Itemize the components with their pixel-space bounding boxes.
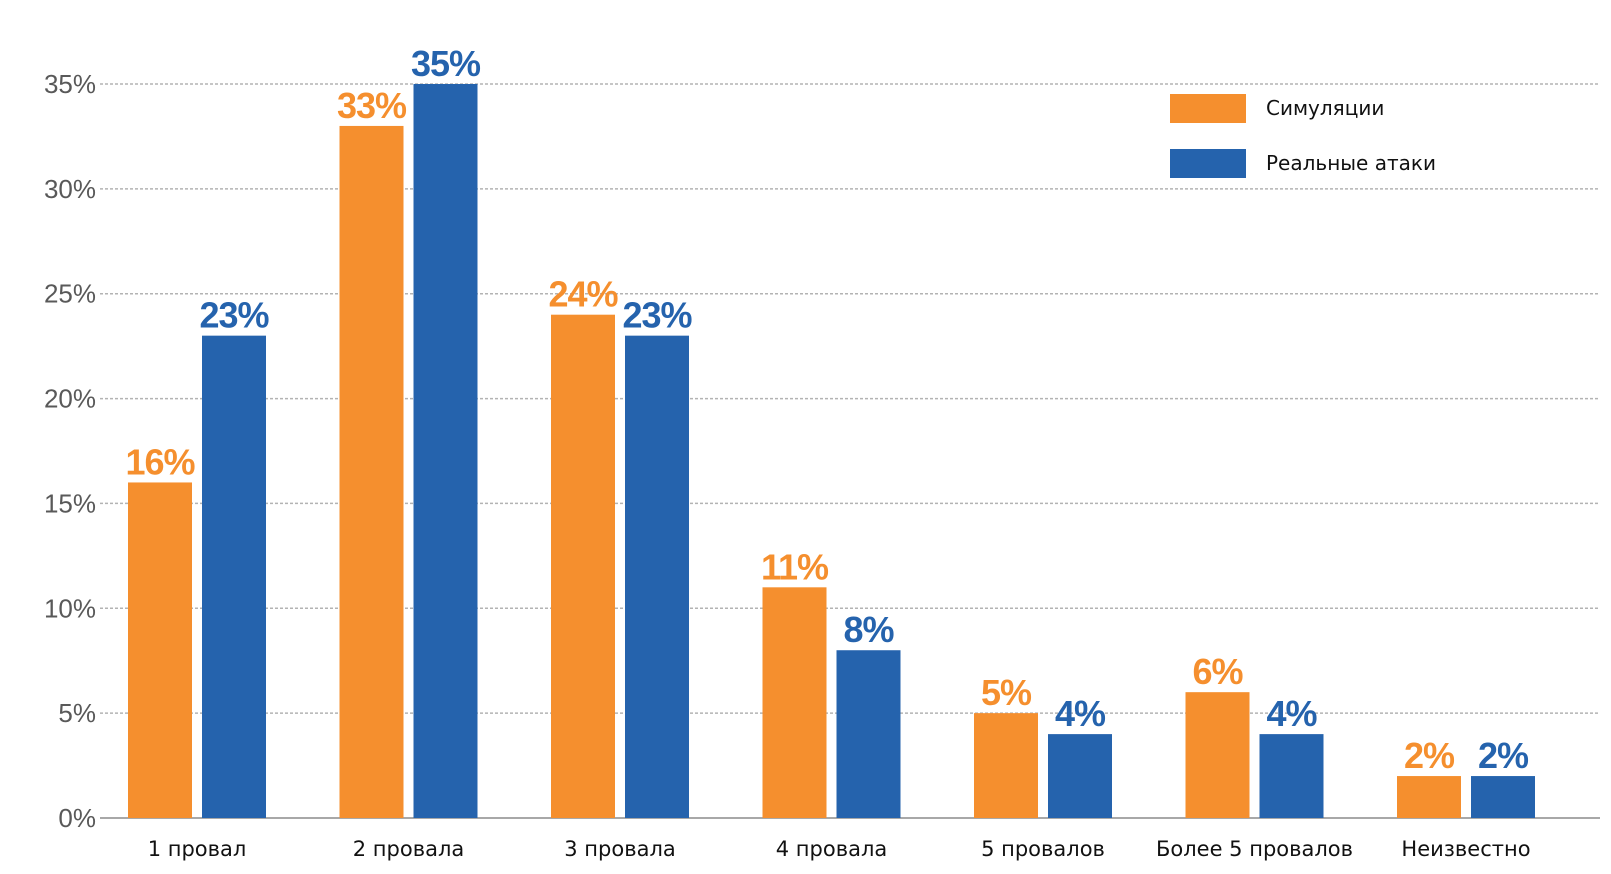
data-label: 6% (1192, 651, 1243, 692)
bar-simulations (762, 587, 827, 818)
y-tick-label: 0% (58, 803, 96, 833)
data-labels: 16% 33% 24% 11% 5% 6% 2% 23% 35% 23% 8% 4% 4% 2% (125, 43, 1530, 776)
legend-label: Реальные атаки (1266, 151, 1436, 175)
bar-real-attacks (202, 335, 266, 818)
y-tick-label: 10% (44, 593, 96, 623)
data-label: 11% (761, 546, 829, 587)
data-label: 8% (843, 609, 894, 650)
bar-simulations (1185, 692, 1250, 818)
x-tick-label: 5 провалов (981, 837, 1105, 861)
x-tick-label: Более 5 провалов (1156, 837, 1353, 861)
bars (128, 84, 1535, 818)
x-tick-label: Неизвестно (1401, 837, 1530, 861)
data-label: 23% (199, 295, 269, 336)
x-tick-label: 1 провал (148, 837, 247, 861)
bar-real-attacks (625, 335, 689, 818)
data-label: 4% (1266, 693, 1317, 734)
bar-real-attacks (413, 84, 478, 818)
legend-swatch (1170, 149, 1246, 178)
bar-simulations (551, 314, 615, 818)
bar-real-attacks (1259, 734, 1324, 818)
x-tick-label: 4 провала (776, 837, 887, 861)
y-tick-label: 20% (44, 384, 96, 414)
y-tick-label: 15% (44, 488, 96, 518)
bar-simulations (1397, 776, 1461, 818)
y-tick-label: 5% (58, 698, 96, 728)
bar-real-attacks (1471, 776, 1535, 818)
bar-real-attacks (836, 650, 901, 818)
data-label: 2% (1478, 735, 1529, 776)
bar-simulations (974, 713, 1038, 818)
y-axis: 0% 5% 10% 15% 20% 25% 30% 35% (44, 69, 96, 833)
bar-simulations (339, 125, 404, 818)
data-label: 4% (1055, 693, 1106, 734)
data-label: 33% (337, 85, 407, 126)
legend: Симуляции Реальные атаки (1170, 94, 1436, 178)
x-axis: 1 провал 2 провала 3 провала 4 провала 5 про… (148, 837, 1531, 861)
data-label: 23% (622, 295, 692, 336)
x-tick-label: 2 провала (353, 837, 464, 861)
y-tick-label: 30% (44, 174, 96, 204)
bar-real-attacks (1048, 734, 1112, 818)
data-label: 16% (125, 441, 195, 482)
legend-swatch (1170, 94, 1246, 123)
legend-label: Симуляции (1266, 96, 1384, 120)
x-tick-label: 3 провала (564, 837, 675, 861)
data-label: 2% (1404, 735, 1455, 776)
y-tick-label: 35% (44, 69, 96, 99)
data-label: 5% (981, 672, 1032, 713)
data-label: 35% (411, 43, 481, 84)
data-label: 24% (548, 274, 618, 315)
bar-simulations (128, 482, 192, 818)
y-tick-label: 25% (44, 279, 96, 309)
